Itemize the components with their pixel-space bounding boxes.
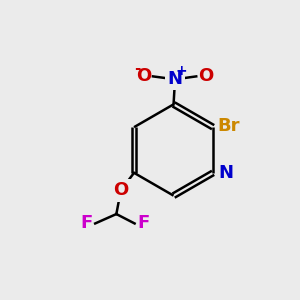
Text: O: O xyxy=(198,68,213,85)
Text: O: O xyxy=(136,68,152,85)
Text: O: O xyxy=(113,182,128,200)
Text: +: + xyxy=(176,64,187,78)
Text: N: N xyxy=(167,70,182,88)
Text: N: N xyxy=(218,164,233,182)
Text: -: - xyxy=(134,61,141,76)
Text: F: F xyxy=(81,214,93,232)
Text: Br: Br xyxy=(218,117,240,135)
Text: F: F xyxy=(137,214,149,232)
